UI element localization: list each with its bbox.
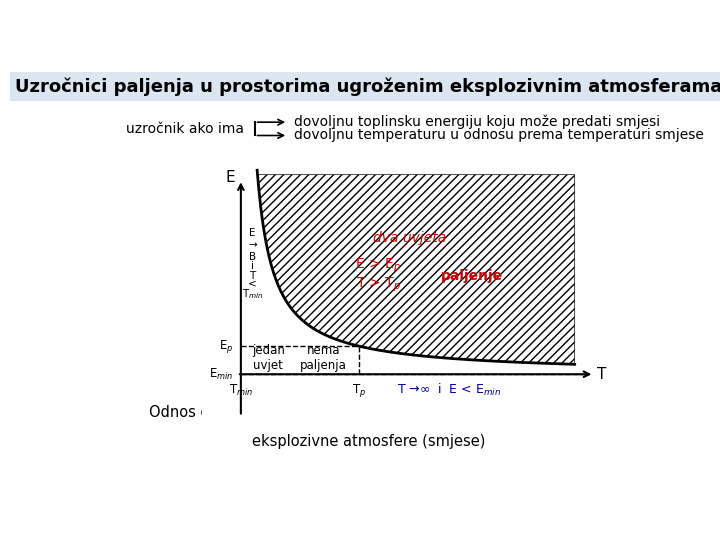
Text: <: <	[248, 279, 257, 289]
Text: dovoljnu toplinsku energiju koju može predati smjesi: dovoljnu toplinsku energiju koju može pr…	[294, 114, 660, 129]
Text: eksplozivne atmosfere (smjese): eksplozivne atmosfere (smjese)	[252, 434, 486, 449]
Text: dovoljnu temperaturu u odnosu prema temperaturi smjese: dovoljnu temperaturu u odnosu prema temp…	[294, 127, 703, 141]
Text: T$_{min}$: T$_{min}$	[229, 382, 253, 397]
Text: E > E$_p$: E > E$_p$	[356, 257, 401, 275]
Text: nema
paljenja: nema paljenja	[300, 344, 347, 372]
Text: B: B	[249, 252, 256, 262]
Text: Odnos energije i temperature uzručnika paljenja za paljenje: Odnos energije i temperature uzručnika p…	[149, 404, 589, 420]
Text: T: T	[250, 271, 256, 281]
Text: →: →	[248, 240, 257, 250]
Text: E: E	[249, 228, 256, 238]
Text: dva uvjeta: dva uvjeta	[373, 231, 446, 245]
Text: jedan
uvjet: jedan uvjet	[252, 344, 285, 372]
Text: i: i	[251, 261, 254, 271]
Text: T$_{min}$: T$_{min}$	[242, 287, 264, 301]
Text: Uzročnici paljenja u prostorima ugroženim eksplozivnim atmosferama: Uzročnici paljenja u prostorima ugroženi…	[15, 77, 720, 96]
Text: T: T	[598, 367, 607, 382]
Text: uzročnik ako ima: uzročnik ako ima	[126, 122, 244, 136]
Text: T →∞  i  E < E$_{min}$: T →∞ i E < E$_{min}$	[397, 381, 501, 397]
Text: E$_p$: E$_p$	[219, 338, 233, 355]
Text: E: E	[225, 170, 235, 185]
Text: T$_p$: T$_p$	[351, 382, 366, 400]
Text: paljenje: paljenje	[441, 268, 503, 282]
Text: E$_{min}$: E$_{min}$	[209, 367, 233, 382]
Text: T > T$_p$: T > T$_p$	[356, 276, 401, 294]
